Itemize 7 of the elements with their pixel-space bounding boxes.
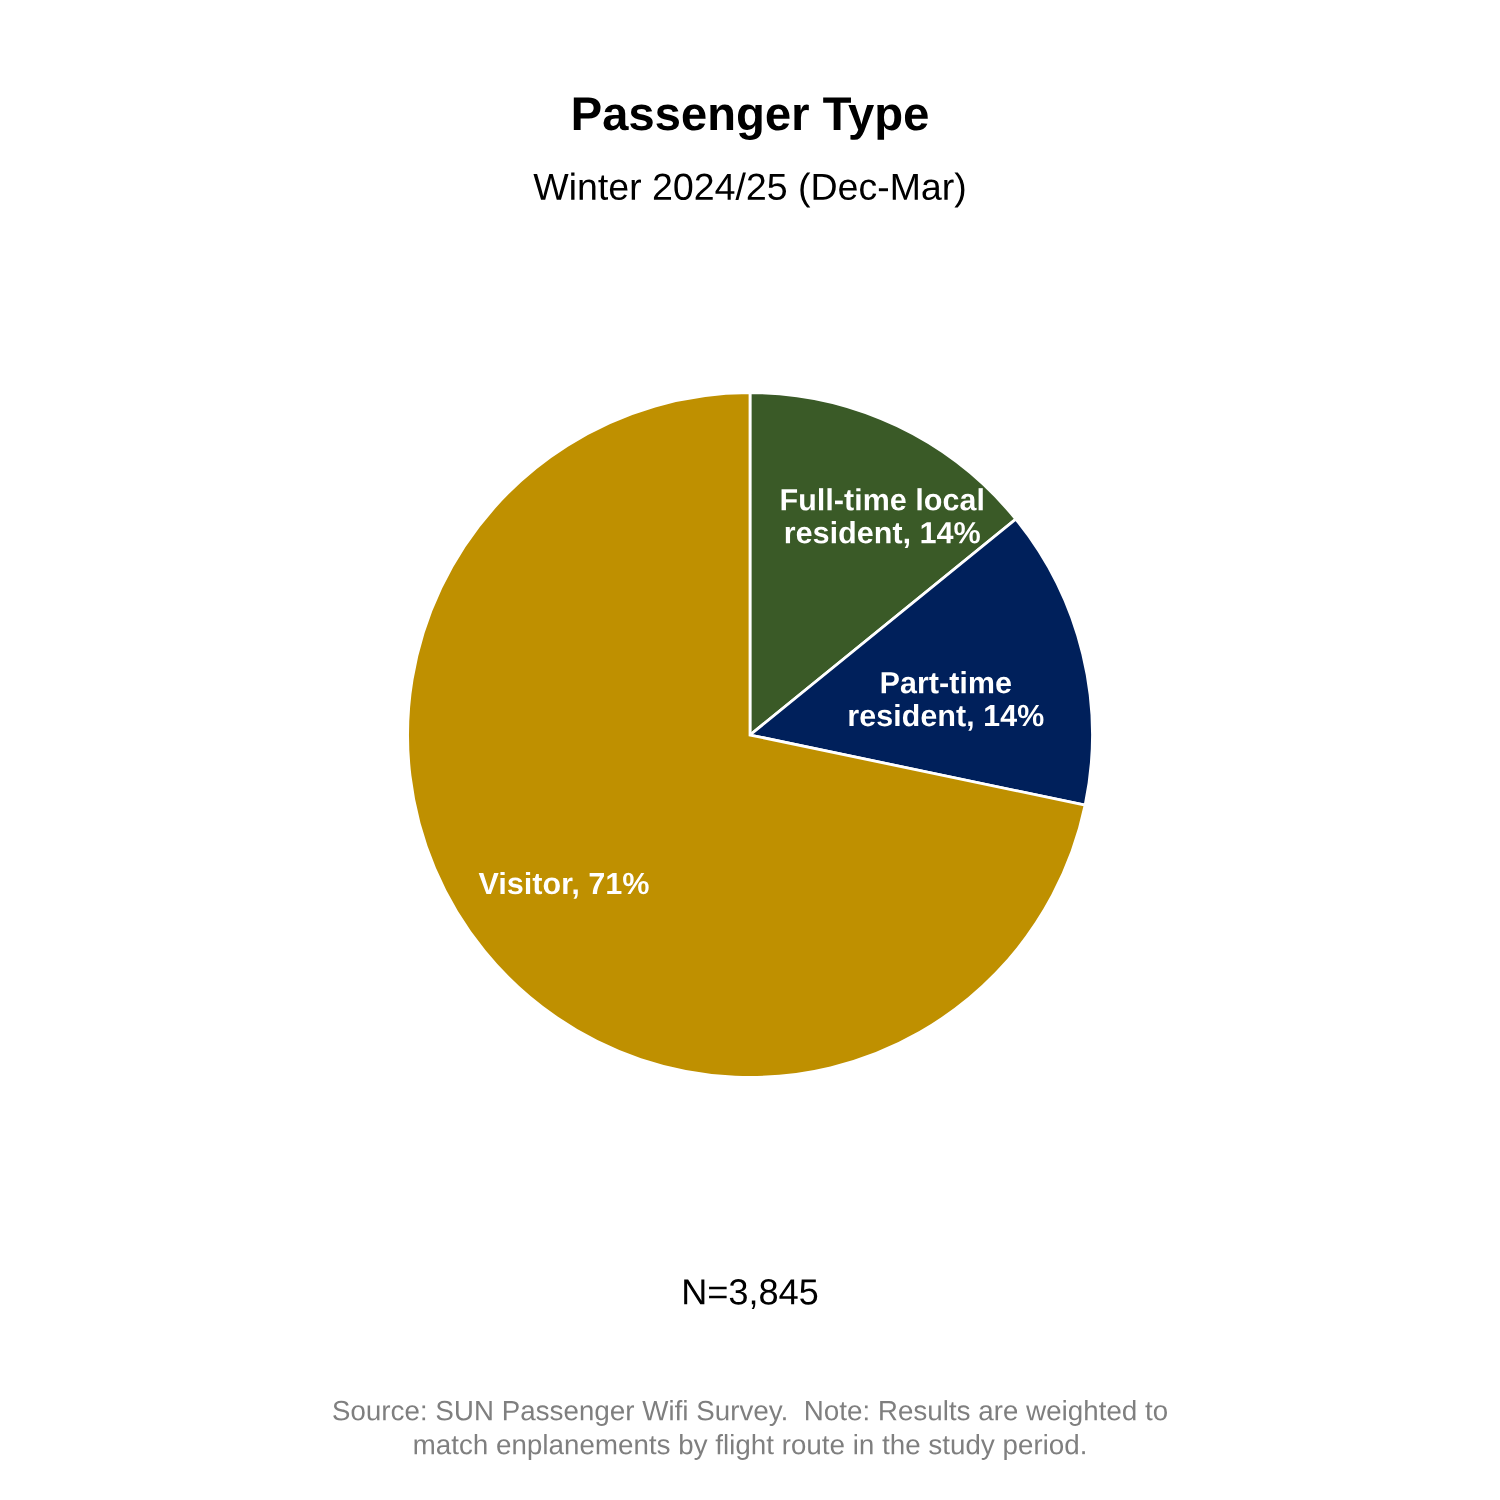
text: N=3,845 <box>684 1279 818 1309</box>
slice-label: Full-time local resident, 14% <box>781 488 983 548</box>
slice-label: Part-time resident, 14% <box>849 671 1044 731</box>
chart-title: Passenger Type <box>573 97 928 141</box>
chart-subtitle: Winter 2024/25 (Dec-Mar) <box>533 172 965 208</box>
slice-label: Visitor, 71% <box>478 871 649 899</box>
source-note: Source: SUN Passenger Wifi Survey. Note: Results are weighted to match enplanements by flight route in the study period. <box>333 1400 1167 1460</box>
